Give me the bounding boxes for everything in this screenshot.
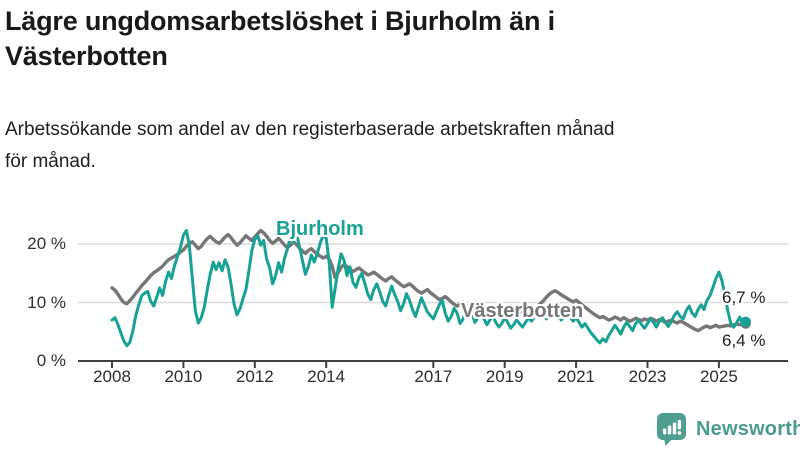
end-value-label-bjurholm: 6,7 % bbox=[722, 288, 766, 307]
newsworthy-chart-bubble-icon bbox=[657, 413, 686, 446]
y-axis-tick-label: 20 % bbox=[27, 234, 66, 253]
y-axis-tick-label: 0 % bbox=[36, 351, 66, 370]
subtitle-line-1: Arbetssökande som andel av den registerb… bbox=[5, 119, 615, 140]
page-title: Lägre ungdomsarbetslöshet i Bjurholm än … bbox=[5, 4, 785, 74]
title-line-1: Lägre ungdomsarbetslöshet i Bjurholm än … bbox=[5, 6, 555, 36]
x-axis-tick-label: 2023 bbox=[628, 367, 667, 386]
title-line-2: Västerbotten bbox=[5, 41, 168, 71]
series-label-vasterbotten: Västerbotten bbox=[461, 300, 584, 322]
series-end-dot-bjurholm bbox=[740, 316, 751, 327]
brand-name: Newsworthy bbox=[696, 418, 800, 440]
x-axis-tick-label: 2021 bbox=[557, 367, 595, 386]
x-axis-tick-label: 2010 bbox=[164, 367, 203, 386]
chart-subtitle: Arbetssökande som andel av den registerb… bbox=[5, 114, 790, 178]
subtitle-line-2: för månad. bbox=[5, 151, 96, 172]
newsworthy-logo[interactable]: Newsworthy bbox=[656, 412, 800, 447]
x-axis-tick-label: 2008 bbox=[93, 367, 131, 386]
x-axis-tick-label: 2019 bbox=[485, 367, 524, 386]
series-label-bjurholm: Bjurholm bbox=[276, 218, 364, 240]
series-line-bjurholm bbox=[110, 229, 748, 348]
x-axis-tick-label: 2017 bbox=[414, 367, 453, 386]
x-axis-tick-label: 2012 bbox=[235, 367, 274, 386]
y-axis-tick-label: 10 % bbox=[27, 292, 66, 312]
x-axis-tick-label: 2014 bbox=[307, 367, 346, 386]
x-axis-tick-label: 2025 bbox=[699, 367, 738, 386]
end-value-label-vasterbotten: 6,4 % bbox=[722, 331, 766, 350]
